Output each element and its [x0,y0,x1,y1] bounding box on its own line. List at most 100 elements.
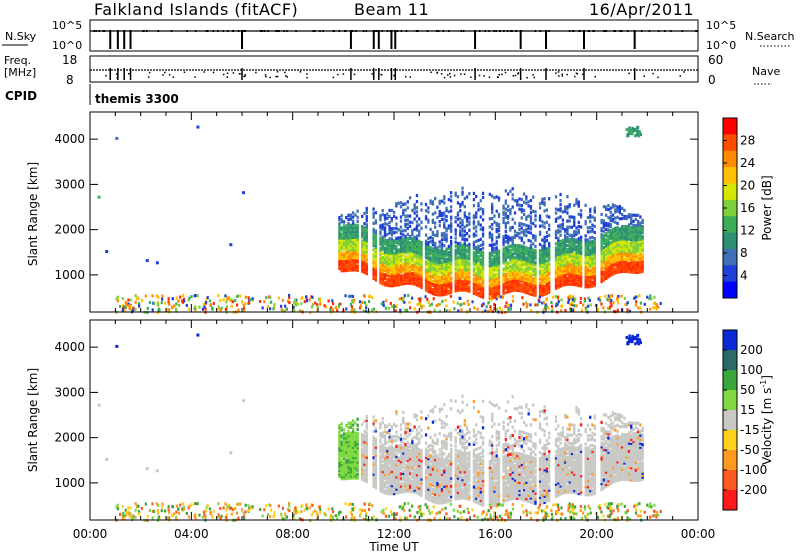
velocity-cell [383,491,387,495]
power-cell [577,265,580,269]
power-cell [436,232,439,236]
power-cell [568,237,571,241]
power-cell [390,276,394,280]
power-cell [361,265,364,269]
power-cell [541,244,544,248]
power-cell [527,251,530,255]
power-cell [397,260,400,264]
power-cell [630,270,633,274]
power-cell [468,269,471,273]
power-cell [345,258,348,262]
power-cell [487,301,490,305]
power-cell [618,227,622,231]
power-cell [506,288,510,292]
power-cell [438,264,441,269]
power-cell [388,208,391,213]
power-cell [614,236,617,241]
power-cell [443,272,446,276]
power-cell [504,189,508,193]
power-cell [639,306,642,310]
power-cell [602,270,606,274]
power-cell [502,283,505,288]
velocity-cell [402,484,405,488]
power-cell [431,259,435,263]
power-cell [324,305,327,309]
power-cell [593,245,596,249]
power-cell [589,272,592,277]
power-cell [591,258,594,262]
velocity-cell [397,487,400,491]
power-cell [456,242,460,246]
power-cell [541,262,544,267]
power-cell [449,248,453,252]
velocity-cell [372,419,375,423]
nsky-point [488,30,490,32]
power-cell [559,264,562,268]
power-cell [616,266,619,270]
velocity-cell [351,445,355,450]
power-cell [579,301,582,305]
power-cell [383,240,387,244]
power-cell [618,268,622,272]
power-cell [513,245,517,250]
velocity-cell [347,470,350,474]
power-cell [493,263,496,267]
power-cell [559,278,562,282]
power-cell [641,243,644,247]
power-cell [570,225,574,229]
power-cell [525,286,528,291]
power-cell [381,255,384,260]
power-cell [518,232,521,236]
power-cell [538,269,542,273]
power-cell [520,271,523,275]
power-cell [573,266,576,270]
power-cell [472,246,476,251]
power-cell [406,251,409,255]
velocity-cell [349,435,352,439]
power-cell [459,233,462,237]
power-cell [438,285,441,289]
power-cell [477,275,480,279]
power-cell [198,305,201,309]
velocity-cell [404,432,407,436]
power-cell [379,281,382,285]
velocity-cell [338,430,341,434]
power-cell [388,273,391,278]
power-cell [557,269,560,273]
power-cell [383,283,387,287]
power-cell [411,271,414,276]
power-cell [456,217,460,221]
velocity-cell [365,451,368,455]
power-cell [345,307,348,311]
power-cell [509,307,512,311]
velocity-cell [356,462,359,466]
velocity-cell [363,472,366,476]
power-cell [495,291,498,295]
power-cell [611,248,615,252]
velocity-cell [402,459,405,463]
power-cell [354,243,357,248]
power-cell [205,297,208,301]
velocity-cell [338,438,341,442]
power-cell [429,290,432,295]
power-cell [616,236,619,240]
power-cell [475,258,478,262]
power-cell [351,266,355,270]
velocity-cell [399,433,403,437]
power-cell [579,262,583,266]
power-cell [472,277,476,281]
power-cell [316,305,319,309]
power-cell [511,278,514,282]
power-cell [611,272,615,276]
power-cell [479,223,482,227]
velocity-cell [374,445,378,449]
power-cell [545,253,549,257]
power-cell [465,223,469,228]
power-cell [472,283,476,287]
power-cell [495,227,498,232]
power-cell [575,263,578,267]
power-cell [632,260,635,264]
velocity-cell [390,453,394,457]
power-cell [548,223,551,227]
power-cell [557,253,560,257]
